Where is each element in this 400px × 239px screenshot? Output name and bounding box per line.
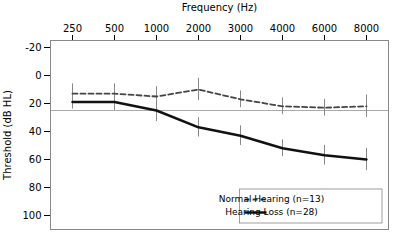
- svg-text:Frequency (Hz): Frequency (Hz): [182, 2, 258, 13]
- svg-text:1000: 1000: [144, 23, 169, 34]
- svg-text:2000: 2000: [186, 23, 211, 34]
- svg-text:4000: 4000: [270, 23, 295, 34]
- svg-text:6000: 6000: [312, 23, 337, 34]
- svg-text:8000: 8000: [354, 23, 379, 34]
- svg-text:250: 250: [63, 23, 82, 34]
- svg-text:40: 40: [29, 126, 42, 137]
- svg-text:100: 100: [22, 210, 41, 221]
- svg-text:Normal Hearing (n=13): Normal Hearing (n=13): [219, 194, 324, 204]
- svg-text:0: 0: [35, 70, 41, 81]
- svg-text:-20: -20: [25, 42, 41, 53]
- svg-text:80: 80: [29, 182, 42, 193]
- svg-text:3000: 3000: [228, 23, 253, 34]
- svg-text:500: 500: [105, 23, 124, 34]
- svg-text:60: 60: [29, 154, 42, 165]
- svg-text:Hearing Loss (n=28): Hearing Loss (n=28): [225, 207, 318, 217]
- svg-text:Threshold (dB HL): Threshold (dB HL): [2, 90, 13, 181]
- svg-text:20: 20: [29, 98, 42, 109]
